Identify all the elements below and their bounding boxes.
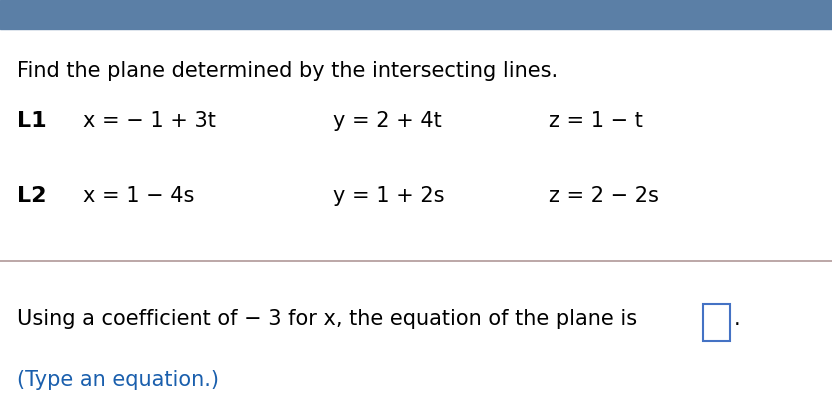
Text: L2: L2 (17, 186, 46, 206)
Text: Using a coefficient of − 3 for x, the equation of the plane is: Using a coefficient of − 3 for x, the eq… (17, 309, 636, 329)
Text: (Type an equation.): (Type an equation.) (17, 370, 219, 390)
Text: y = 2 + 4t: y = 2 + 4t (333, 111, 442, 131)
Text: z = 2 − 2s: z = 2 − 2s (549, 186, 659, 206)
Text: x = 1 − 4s: x = 1 − 4s (83, 186, 195, 206)
FancyBboxPatch shape (703, 304, 730, 341)
Bar (0, 0, 832, 29)
Text: .: . (734, 309, 740, 329)
Text: y = 1 + 2s: y = 1 + 2s (333, 186, 444, 206)
Text: Find the plane determined by the intersecting lines.: Find the plane determined by the interse… (17, 61, 557, 81)
Text: z = 1 − t: z = 1 − t (549, 111, 643, 131)
Text: x = − 1 + 3t: x = − 1 + 3t (83, 111, 216, 131)
Text: L1: L1 (17, 111, 47, 131)
